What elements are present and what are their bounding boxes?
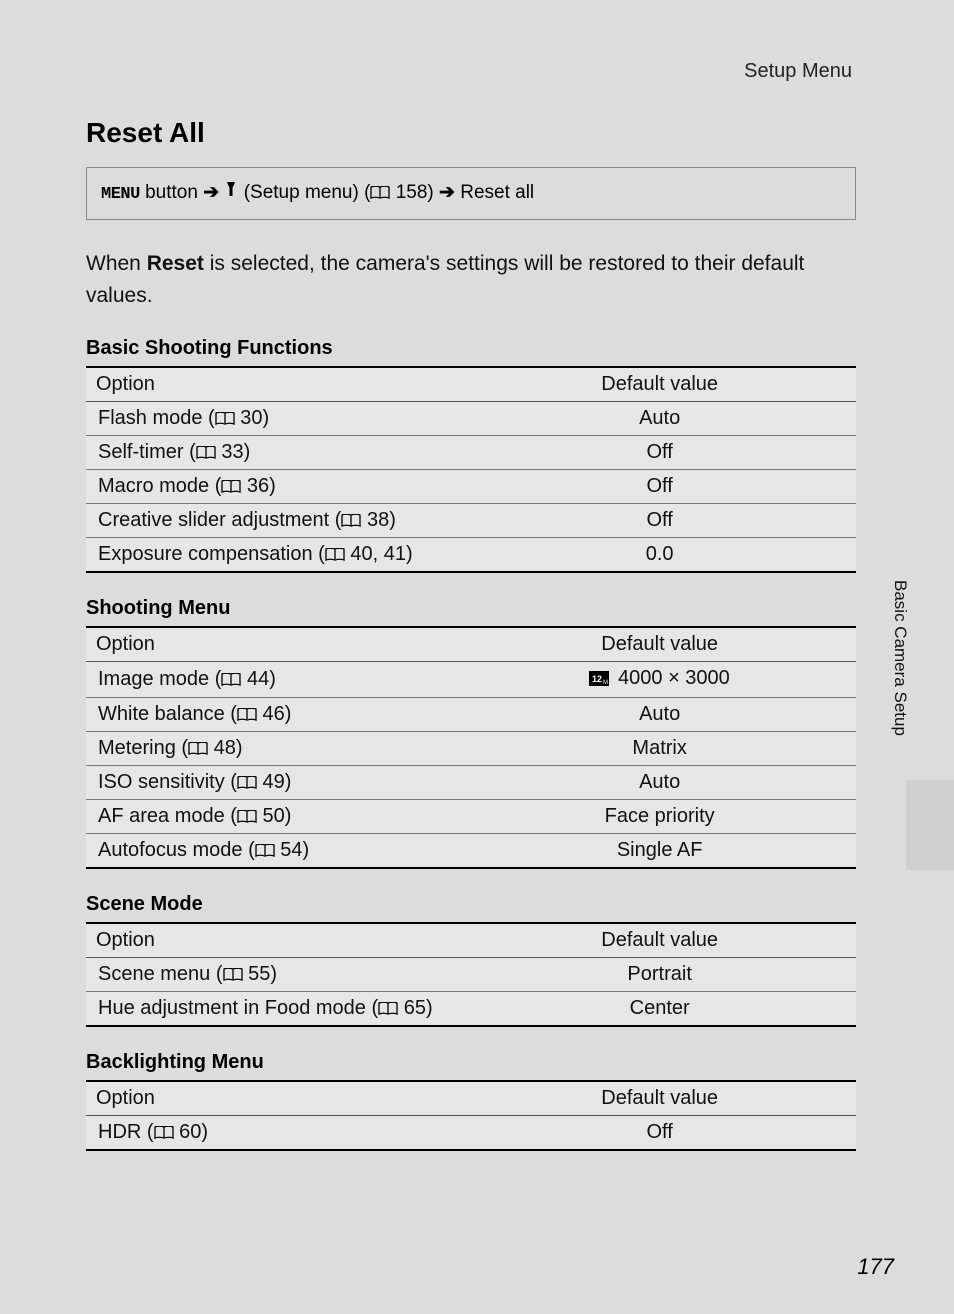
option-cell: AF area mode ( 50) — [86, 799, 463, 833]
side-tab — [906, 780, 954, 870]
arrow-icon: ➔ — [203, 182, 219, 203]
option-cell: Self-timer ( 33) — [86, 435, 463, 469]
option-cell: Macro mode ( 36) — [86, 469, 463, 503]
table-shooting: Option Default value Image mode ( 44)12M… — [86, 626, 856, 869]
col-header: Default value — [463, 627, 856, 662]
section-scene: Scene Mode Option Default value Scene me… — [86, 893, 856, 1027]
col-header: Default value — [463, 1081, 856, 1116]
value-cell: Off — [463, 503, 856, 537]
table-row: Self-timer ( 33)Off — [86, 435, 856, 469]
book-icon — [255, 844, 275, 858]
option-cell: Flash mode ( 30) — [86, 401, 463, 435]
book-icon — [237, 776, 257, 790]
table-row: Hue adjustment in Food mode ( 65)Center — [86, 991, 856, 1026]
table-row: Image mode ( 44)12M 4000 × 3000 — [86, 661, 856, 697]
table-row: White balance ( 46)Auto — [86, 697, 856, 731]
book-icon — [341, 514, 361, 528]
book-icon — [154, 1126, 174, 1140]
svg-text:M: M — [603, 680, 608, 686]
table-row: ISO sensitivity ( 49)Auto — [86, 765, 856, 799]
page-title: Reset All — [86, 117, 856, 149]
col-header: Option — [86, 627, 463, 662]
option-cell: Scene menu ( 55) — [86, 957, 463, 991]
book-icon — [196, 446, 216, 460]
page-number: 177 — [857, 1254, 894, 1280]
table-row: HDR ( 60)Off — [86, 1115, 856, 1150]
book-icon — [223, 968, 243, 982]
option-cell: Hue adjustment in Food mode ( 65) — [86, 991, 463, 1026]
arrow-icon: ➔ — [439, 182, 455, 203]
col-header: Default value — [463, 367, 856, 402]
table-row: Metering ( 48)Matrix — [86, 731, 856, 765]
value-cell: Center — [463, 991, 856, 1026]
col-header: Option — [86, 923, 463, 958]
book-icon — [378, 1002, 398, 1016]
option-cell: Autofocus mode ( 54) — [86, 833, 463, 868]
col-header: Default value — [463, 923, 856, 958]
section-backlight: Backlighting Menu Option Default value H… — [86, 1051, 856, 1151]
table-row: Macro mode ( 36)Off — [86, 469, 856, 503]
intro-text: When Reset is selected, the camera's set… — [86, 248, 856, 313]
section-basic: Basic Shooting Functions Option Default … — [86, 337, 856, 573]
book-icon — [215, 412, 235, 426]
book-icon — [221, 480, 241, 494]
table-row: Exposure compensation ( 40, 41)0.0 — [86, 537, 856, 572]
nav-text: button — [145, 182, 198, 203]
book-icon — [237, 810, 257, 824]
value-cell: 0.0 — [463, 537, 856, 572]
option-cell: HDR ( 60) — [86, 1115, 463, 1150]
table-basic: Option Default value Flash mode ( 30)Aut… — [86, 366, 856, 573]
book-icon — [237, 708, 257, 722]
table-backlight: Option Default value HDR ( 60)Off — [86, 1080, 856, 1151]
header-label: Setup Menu — [86, 60, 856, 83]
table-row: Creative slider adjustment ( 38)Off — [86, 503, 856, 537]
value-cell: Auto — [463, 765, 856, 799]
table-row: Flash mode ( 30)Auto — [86, 401, 856, 435]
table-row: Autofocus mode ( 54)Single AF — [86, 833, 856, 868]
value-cell: Auto — [463, 401, 856, 435]
book-icon — [370, 186, 390, 200]
value-cell: Single AF — [463, 833, 856, 868]
option-cell: Creative slider adjustment ( 38) — [86, 503, 463, 537]
table-row: Scene menu ( 55)Portrait — [86, 957, 856, 991]
table-row: AF area mode ( 50)Face priority — [86, 799, 856, 833]
subheading: Basic Shooting Functions — [86, 337, 856, 360]
value-cell: Auto — [463, 697, 856, 731]
option-cell: White balance ( 46) — [86, 697, 463, 731]
nav-text: (Setup menu) ( — [244, 182, 371, 203]
book-icon — [221, 673, 241, 687]
side-tab-label: Basic Camera Setup — [890, 580, 910, 736]
value-cell: Face priority — [463, 799, 856, 833]
value-cell: Matrix — [463, 731, 856, 765]
col-header: Option — [86, 1081, 463, 1116]
value-cell: Off — [463, 435, 856, 469]
image-size-icon: 12M — [589, 669, 609, 692]
option-cell: Exposure compensation ( 40, 41) — [86, 537, 463, 572]
nav-text: ) — [427, 182, 433, 203]
value-cell: Off — [463, 469, 856, 503]
section-shooting: Shooting Menu Option Default value Image… — [86, 597, 856, 869]
value-cell: Portrait — [463, 957, 856, 991]
breadcrumb: MENU button ➔ (Setup menu) ( 158) ➔ Rese… — [86, 167, 856, 220]
subheading: Scene Mode — [86, 893, 856, 916]
nav-text: Reset all — [460, 182, 534, 203]
nav-page: 158 — [396, 182, 428, 203]
book-icon — [188, 742, 208, 756]
value-cell: Off — [463, 1115, 856, 1150]
option-cell: ISO sensitivity ( 49) — [86, 765, 463, 799]
subheading: Backlighting Menu — [86, 1051, 856, 1074]
option-cell: Image mode ( 44) — [86, 661, 463, 697]
subheading: Shooting Menu — [86, 597, 856, 620]
menu-button-label: MENU — [101, 185, 140, 204]
value-cell: 12M 4000 × 3000 — [463, 661, 856, 697]
book-icon — [325, 548, 345, 562]
wrench-icon — [224, 182, 243, 203]
table-scene: Option Default value Scene menu ( 55)Por… — [86, 922, 856, 1027]
svg-text:12: 12 — [592, 674, 602, 684]
option-cell: Metering ( 48) — [86, 731, 463, 765]
col-header: Option — [86, 367, 463, 402]
